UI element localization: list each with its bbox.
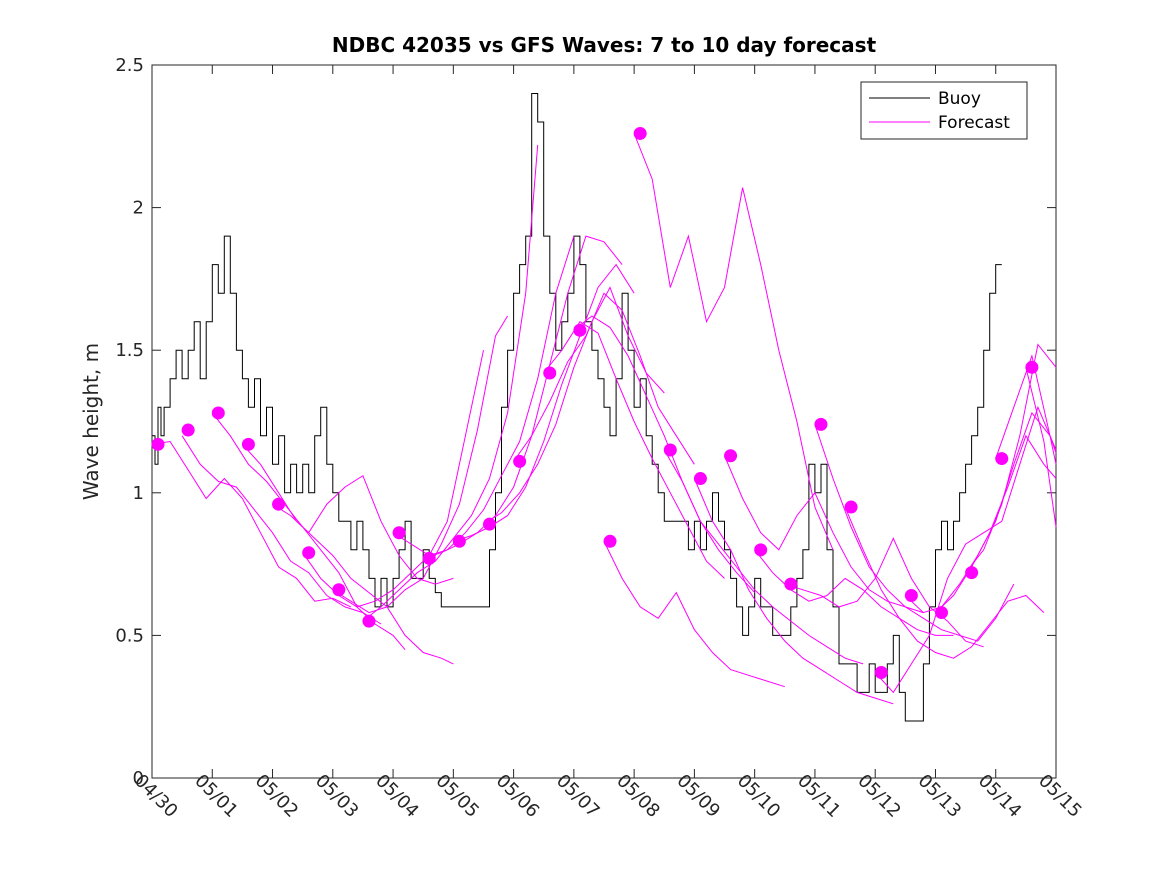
forecast-marker [452,534,466,548]
forecast-line [272,474,454,585]
legend: Buoy Forecast [860,81,1028,140]
forecast-marker [181,423,195,437]
forecast-marker [754,543,768,557]
forecast-marker [904,588,918,602]
forecast-line [211,412,406,651]
y-axis: 0 0.5 1 1.5 2 2.5 [115,55,1056,789]
forecast-marker [995,452,1009,466]
legend-forecast-label: Forecast [938,113,1010,133]
forecast-line [784,537,984,648]
forecast-line [995,354,1057,459]
forecast-line [965,343,1057,574]
forecast-marker [573,323,587,337]
forecast-marker [482,517,496,531]
forecast-line [633,133,834,550]
forecast-line [242,443,454,665]
forecast-marker [392,526,406,540]
forecast-marker [422,551,436,565]
forecast-marker [332,583,346,597]
forecast-marker [362,614,376,628]
forecast-line [573,315,756,593]
forecast-line [453,263,635,542]
forecast-line [151,440,352,608]
forecast-marker [603,534,617,548]
forecast-line [392,235,575,557]
forecast-marker [633,126,647,140]
forecast-line [362,144,539,622]
forecast-line [603,541,785,688]
forecast-marker [784,577,798,591]
forecast-line [1025,367,1057,528]
forecast-line [332,315,509,614]
forecast-marker [663,443,677,457]
forecast-line [935,434,1057,613]
y-tick-label: 1.5 [115,340,144,361]
forecast-marker [151,437,165,451]
y-tick-label: 0 [133,768,144,789]
chart-title: NDBC 42035 vs GFS Waves: 7 to 10 day for… [332,33,877,57]
forecast-marker [302,546,316,560]
forecast-marker [272,497,286,511]
forecast-marker [874,665,888,679]
forecast-marker [1025,360,1039,374]
forecast-line [814,424,1015,642]
forecast-line [693,478,894,705]
forecast-marker [934,606,948,620]
forecast-line [663,449,864,665]
forecast-markers [151,126,1039,679]
forecast-line [844,506,1045,659]
forecast-marker [543,366,557,380]
forecast-line [874,405,1057,694]
legend-box [860,81,1028,140]
forecast-line [181,435,382,625]
forecast-series [151,133,1057,705]
y-tick-label: 1 [133,483,144,504]
forecast-marker [724,449,738,463]
forecast-line [483,286,665,525]
plot-area [151,64,1057,779]
y-tick-label: 2 [133,198,144,219]
forecast-marker [814,417,828,431]
forecast-marker [965,566,979,580]
forecast-marker [211,406,225,420]
y-axis-label: Wave height, m [79,343,103,500]
forecast-marker [513,454,527,468]
legend-buoy-label: Buoy [938,89,981,109]
forecast-marker [693,472,707,486]
y-tick-label: 0.5 [115,625,144,646]
y-tick-label: 2.5 [115,55,144,76]
forecast-line [513,292,695,465]
forecast-marker [844,500,858,514]
forecast-line [724,455,924,614]
forecast-marker [241,437,255,451]
